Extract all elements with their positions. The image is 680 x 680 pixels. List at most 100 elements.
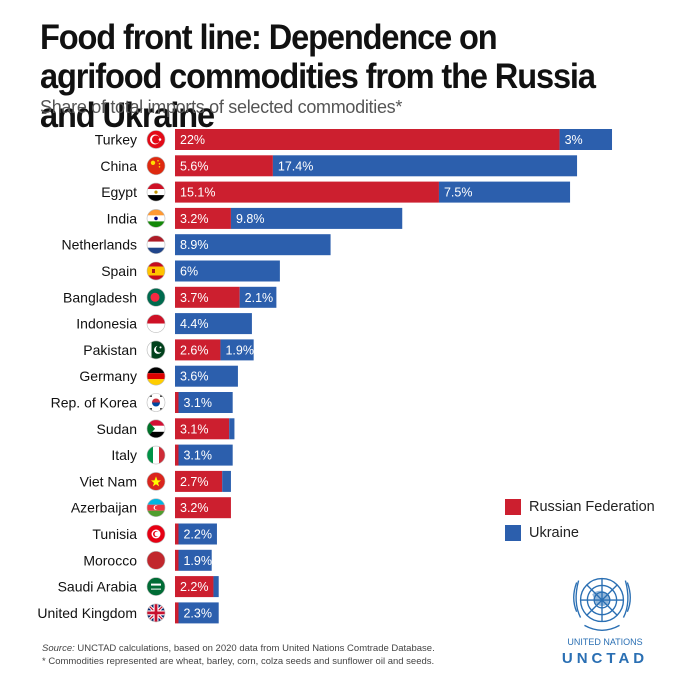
- ukraine-value-label: 3%: [565, 133, 583, 147]
- bar-row: Netherlands 8.9%: [62, 234, 331, 256]
- russia-value-label: 2.6%: [180, 343, 209, 357]
- pakistan-flag-icon: [146, 340, 166, 360]
- india-flag-icon: [146, 209, 166, 228]
- united-kingdom-flag-icon: [146, 603, 166, 623]
- russia-value-label: 2.2%: [180, 580, 209, 594]
- ukraine-value-label: 2.2%: [183, 528, 212, 542]
- ukraine-bar: [272, 155, 578, 177]
- ukraine-bar: [222, 470, 231, 492]
- bar-row: Indonesia 4.4%: [76, 313, 252, 335]
- bar-row: China 5.6% 17.4%: [100, 155, 578, 177]
- bar-row: Morocco 1.9%: [83, 549, 212, 571]
- ukraine-bar: [438, 181, 571, 203]
- south-korea-flag-icon: [146, 393, 166, 412]
- germany-flag-icon: [146, 366, 166, 386]
- russia-bar: [175, 339, 221, 361]
- netherlands-flag-icon: [146, 235, 166, 254]
- category-label: Pakistan: [83, 342, 137, 358]
- category-label: Saudi Arabia: [58, 579, 138, 595]
- ukraine-value-label: 3.1%: [183, 396, 212, 410]
- russia-value-label: 2.7%: [180, 475, 209, 489]
- category-label: Turkey: [95, 132, 137, 148]
- russia-value-label: 3.2%: [180, 212, 209, 226]
- ukraine-value-label: 2.3%: [183, 606, 212, 620]
- russia-bar: [175, 418, 230, 440]
- russia-bar: [175, 602, 179, 624]
- vietnam-flag-icon: [146, 472, 166, 491]
- ukraine-value-label: 3.6%: [180, 370, 209, 384]
- ukraine-bar: [178, 549, 212, 571]
- ukraine-bar: [178, 602, 219, 624]
- category-label: Bangladesh: [63, 289, 137, 305]
- category-label: China: [100, 158, 137, 174]
- russia-bar: [175, 444, 179, 466]
- bar-chart: Turkey 22% 3% China 5.6% 17.4% Egypt 15.1% 7.5% I…: [37, 129, 613, 624]
- russia-value-label: 22%: [180, 133, 205, 147]
- bar-row: Saudi Arabia 2.2%: [58, 576, 219, 598]
- ukraine-value-label: 9.8%: [236, 212, 265, 226]
- ukraine-bar: [175, 365, 238, 387]
- russia-value-label: 3.2%: [180, 501, 209, 515]
- morocco-flag-icon: [146, 550, 166, 570]
- ukraine-bar: [175, 260, 280, 282]
- bar-row: Egypt 15.1% 7.5%: [101, 181, 571, 203]
- unctad-abbr: UNCTAD: [561, 650, 649, 667]
- ukraine-bar: [175, 313, 252, 335]
- chart-subtitle: Share of total imports of selected commo…: [40, 97, 403, 117]
- category-label: Rep. of Korea: [51, 395, 138, 411]
- russia-bar: [175, 155, 273, 177]
- ukraine-bar: [229, 418, 235, 440]
- china-flag-icon: [146, 156, 166, 176]
- ukraine-value-label: 8.9%: [180, 238, 209, 252]
- category-label: Viet Nam: [80, 473, 137, 489]
- russia-bar: [175, 470, 223, 492]
- legend-label-russia: Russian Federation: [529, 499, 655, 515]
- bar-row: India 3.2% 9.8%: [107, 207, 403, 229]
- egypt-flag-icon: [146, 182, 166, 202]
- russia-bar: [175, 129, 560, 150]
- ukraine-value-label: 1.9%: [183, 554, 212, 568]
- category-label: Tunisia: [92, 526, 137, 542]
- legend: Russian Federation Ukraine: [505, 494, 655, 546]
- italy-flag-icon: [146, 445, 166, 465]
- russia-value-label: 3.7%: [180, 291, 209, 305]
- ukraine-bar: [239, 286, 277, 308]
- russia-bar: [175, 549, 179, 571]
- ukraine-bar: [178, 392, 233, 413]
- category-label: Sudan: [97, 421, 137, 437]
- ukraine-value-label: 3.1%: [183, 449, 212, 463]
- category-label: India: [107, 210, 138, 226]
- bar-row: Spain 6%: [101, 260, 280, 282]
- russia-value-label: 5.6%: [180, 159, 209, 173]
- ukraine-value-label: 17.4%: [278, 159, 313, 173]
- russia-value-label: 3.1%: [180, 422, 209, 436]
- un-emblem-icon: [573, 577, 631, 631]
- legend-label-ukraine: Ukraine: [529, 525, 579, 541]
- legend-item-russia: Russian Federation: [505, 494, 655, 520]
- spain-flag-icon: [146, 261, 166, 281]
- bar-row: Rep. of Korea 3.1%: [51, 392, 233, 413]
- bangladesh-flag-icon: [146, 287, 166, 307]
- legend-swatch-russia: [505, 499, 521, 515]
- legend-swatch-ukraine: [505, 525, 521, 541]
- category-label: Spain: [101, 263, 137, 279]
- bar-row: Germany 3.6%: [79, 365, 238, 387]
- category-label: Netherlands: [62, 237, 138, 253]
- un-org-name: UNITED NATIONS: [567, 637, 643, 647]
- ukraine-bar: [213, 576, 219, 598]
- category-label: Azerbaijan: [71, 500, 137, 516]
- russia-value-label: 15.1%: [180, 186, 215, 200]
- russia-bar: [175, 286, 240, 308]
- source-prefix: Source:: [42, 643, 75, 654]
- ukraine-bar: [178, 444, 233, 466]
- bar-row: Pakistan 2.6% 1.9%: [83, 339, 254, 361]
- russia-bar: [175, 576, 214, 598]
- bar-row: Viet Nam 2.7%: [80, 470, 231, 492]
- category-label: United Kingdom: [37, 605, 137, 621]
- ukraine-value-label: 4.4%: [180, 317, 209, 331]
- russia-bar: [175, 523, 179, 545]
- ukraine-bar: [175, 234, 331, 256]
- bar-row: United Kingdom 2.3%: [37, 602, 219, 624]
- sudan-flag-icon: [146, 419, 166, 439]
- chart-title: Food front line: Dependence on agrifood …: [40, 18, 596, 135]
